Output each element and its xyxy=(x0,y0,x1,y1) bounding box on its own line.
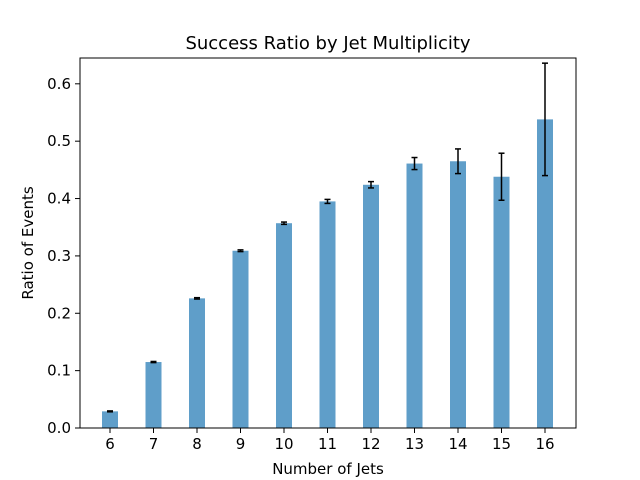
error-bar-14 xyxy=(455,148,461,175)
x-axis-title: Number of Jets xyxy=(272,460,384,478)
error-bar-15 xyxy=(498,152,505,202)
bar-11 xyxy=(319,201,336,428)
x-tick-label: 7 xyxy=(149,435,159,453)
x-tick-label: 6 xyxy=(105,435,115,453)
bar-16 xyxy=(537,119,553,428)
bar-12 xyxy=(363,184,379,428)
bar-13 xyxy=(406,163,423,429)
bars-group xyxy=(102,119,553,429)
error-bar-16 xyxy=(542,62,548,177)
y-axis: 0.0 0.1 0.2 0.3 0.4 0.5 0.6 xyxy=(47,75,80,437)
error-bars-group xyxy=(107,62,548,413)
y-tick-label: 0.5 xyxy=(47,132,71,150)
x-tick-label: 8 xyxy=(192,435,202,453)
bar-14 xyxy=(450,161,466,428)
bar-6 xyxy=(102,411,118,428)
y-tick-label: 0.1 xyxy=(47,362,71,380)
x-tick-label: 11 xyxy=(318,435,337,453)
error-bar-12 xyxy=(368,180,374,189)
bar-9 xyxy=(232,250,249,428)
bar-8 xyxy=(189,298,205,428)
error-bar-11 xyxy=(324,198,331,205)
x-tick-label: 14 xyxy=(448,435,467,453)
x-tick-label: 12 xyxy=(361,435,380,453)
x-tick-label: 13 xyxy=(405,435,424,453)
x-tick-label: 9 xyxy=(236,435,246,453)
bar-15 xyxy=(493,176,510,428)
y-tick-label: 0.2 xyxy=(47,304,71,322)
error-bar-9 xyxy=(237,249,244,253)
y-axis-title: Ratio of Events xyxy=(19,186,37,299)
error-bar-13 xyxy=(411,156,418,171)
error-bar-10 xyxy=(281,221,287,226)
x-axis: 6 7 8 9 10 11 12 13 14 15 16 xyxy=(105,428,555,453)
y-tick-label: 0.6 xyxy=(47,75,71,93)
chart-title: Success Ratio by Jet Multiplicity xyxy=(185,33,470,54)
error-bar-6 xyxy=(107,410,113,413)
y-tick-label: 0.3 xyxy=(47,247,71,265)
x-tick-label: 15 xyxy=(492,435,511,453)
x-tick-label: 16 xyxy=(535,435,554,453)
error-bar-7 xyxy=(150,360,157,364)
y-tick-label: 0.4 xyxy=(47,190,71,208)
x-tick-label: 10 xyxy=(274,435,293,453)
y-tick-label: 0.0 xyxy=(47,419,71,437)
error-bar-8 xyxy=(194,296,200,300)
bar-10 xyxy=(276,223,292,428)
bar-7 xyxy=(145,362,162,428)
